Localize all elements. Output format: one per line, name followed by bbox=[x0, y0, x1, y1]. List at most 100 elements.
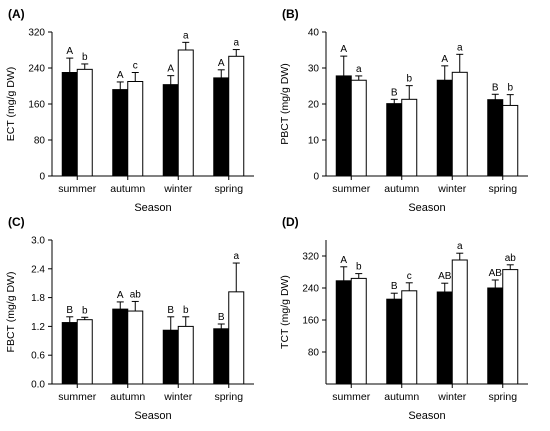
bar bbox=[335, 280, 352, 385]
significance-letter: b bbox=[406, 74, 412, 85]
x-tick-label: autumn bbox=[384, 183, 419, 195]
significance-letter: ab bbox=[505, 253, 517, 264]
y-axis-title: FBCT (mg/g DW) bbox=[5, 272, 17, 353]
significance-letter: B bbox=[391, 87, 398, 98]
significance-letter: B bbox=[492, 82, 499, 93]
bar bbox=[451, 259, 468, 385]
significance-letter: b bbox=[82, 305, 88, 316]
y-tick-label: 1.8 bbox=[31, 293, 45, 304]
significance-letter: a bbox=[356, 64, 362, 75]
y-tick-label: 160 bbox=[28, 100, 45, 111]
x-tick-label: winter bbox=[163, 183, 193, 195]
panel-label: (B) bbox=[282, 7, 299, 21]
y-axis-title: TCT (mg/g DW) bbox=[279, 275, 291, 349]
significance-letter: c bbox=[133, 61, 138, 72]
bar bbox=[127, 81, 144, 177]
significance-letter: B bbox=[167, 305, 174, 316]
x-tick-label: winter bbox=[163, 391, 193, 403]
significance-letter: B bbox=[66, 305, 73, 316]
x-tick-label: spring bbox=[214, 183, 243, 195]
x-tick-label: spring bbox=[488, 183, 517, 195]
x-tick-label: summer bbox=[332, 183, 370, 195]
significance-letter: A bbox=[167, 64, 174, 75]
significance-letter: A bbox=[340, 44, 347, 55]
x-tick-label: winter bbox=[437, 391, 467, 403]
significance-letter: AB bbox=[438, 271, 452, 282]
bar bbox=[213, 328, 230, 385]
y-tick-label: 240 bbox=[302, 284, 319, 295]
significance-letter: A bbox=[441, 54, 448, 65]
bar bbox=[162, 84, 179, 177]
bar bbox=[502, 269, 519, 385]
significance-letter: B bbox=[391, 281, 398, 292]
bar bbox=[61, 322, 78, 385]
panel-label: (A) bbox=[8, 7, 25, 21]
significance-letter: a bbox=[233, 38, 239, 49]
bar bbox=[451, 71, 468, 177]
y-tick-label: 240 bbox=[28, 64, 45, 75]
bar bbox=[177, 325, 194, 385]
y-tick-label: 0 bbox=[39, 172, 45, 183]
x-axis-title: Season bbox=[408, 202, 445, 214]
x-tick-label: summer bbox=[58, 391, 96, 403]
bar bbox=[401, 98, 418, 177]
bar bbox=[502, 104, 519, 177]
bar bbox=[213, 77, 230, 177]
y-tick-label: 20 bbox=[308, 100, 320, 111]
significance-letter: a bbox=[183, 30, 189, 41]
x-tick-label: autumn bbox=[110, 183, 145, 195]
significance-letter: A bbox=[66, 46, 73, 57]
y-axis-title: PBCT (mg/g DW) bbox=[279, 63, 291, 144]
y-tick-label: 80 bbox=[34, 136, 46, 147]
significance-letter: c bbox=[407, 271, 412, 282]
panel-label: (D) bbox=[282, 215, 299, 229]
bar bbox=[487, 99, 504, 177]
y-tick-label: 80 bbox=[308, 348, 320, 359]
bar bbox=[350, 79, 367, 177]
bar bbox=[487, 287, 504, 385]
x-tick-label: autumn bbox=[384, 391, 419, 403]
x-axis-title: Season bbox=[408, 410, 445, 422]
significance-letter: b bbox=[356, 262, 362, 273]
bar bbox=[401, 290, 418, 385]
bar bbox=[436, 79, 453, 177]
y-tick-label: 0.6 bbox=[31, 351, 45, 362]
bar bbox=[162, 329, 179, 385]
significance-letter: AB bbox=[489, 268, 503, 279]
bar bbox=[76, 68, 93, 177]
bar bbox=[436, 291, 453, 385]
bar bbox=[228, 55, 245, 177]
x-tick-label: spring bbox=[488, 391, 517, 403]
y-tick-label: 1.2 bbox=[31, 322, 45, 333]
x-tick-label: winter bbox=[437, 183, 467, 195]
y-axis-title: ECT (mg/g DW) bbox=[5, 67, 17, 141]
significance-letter: A bbox=[340, 255, 347, 266]
bar bbox=[127, 310, 144, 385]
bar bbox=[350, 277, 367, 385]
bar bbox=[112, 308, 129, 385]
significance-letter: b bbox=[507, 83, 513, 94]
significance-letter: A bbox=[218, 58, 225, 69]
significance-letter: b bbox=[183, 305, 189, 316]
bar bbox=[386, 103, 403, 177]
y-tick-label: 2.4 bbox=[31, 264, 45, 275]
y-tick-label: 320 bbox=[302, 252, 319, 263]
bar bbox=[76, 319, 93, 385]
y-tick-label: 3.0 bbox=[31, 236, 45, 247]
significance-letter: B bbox=[218, 312, 225, 323]
y-tick-label: 320 bbox=[28, 28, 45, 39]
bar bbox=[112, 89, 129, 177]
y-tick-label: 30 bbox=[308, 64, 320, 75]
panel-label: (C) bbox=[8, 215, 25, 229]
significance-letter: a bbox=[457, 42, 463, 53]
y-tick-label: 0 bbox=[313, 172, 319, 183]
significance-letter: A bbox=[117, 290, 124, 301]
bar bbox=[228, 291, 245, 385]
y-tick-label: 10 bbox=[308, 136, 320, 147]
y-tick-label: 160 bbox=[302, 316, 319, 327]
bar bbox=[386, 298, 403, 385]
x-axis-title: Season bbox=[134, 410, 171, 422]
significance-letter: a bbox=[233, 251, 239, 262]
x-tick-label: spring bbox=[214, 391, 243, 403]
